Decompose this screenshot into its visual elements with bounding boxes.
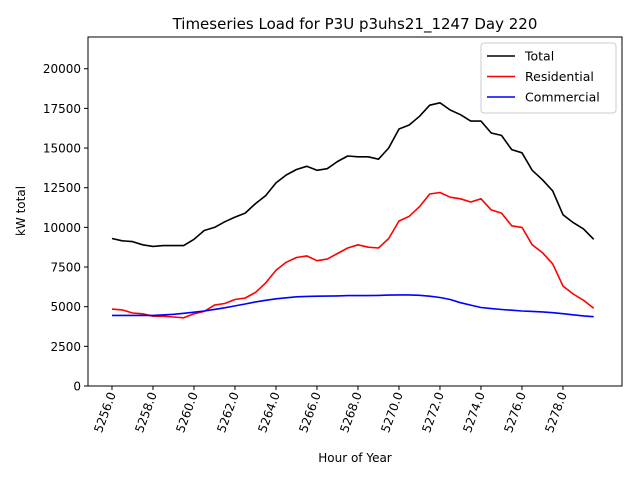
x-tick-label: 5266.0 <box>296 390 324 434</box>
x-axis: 5256.0 5258.0 5260.0 5262.0 5264.0 5266.0 5268… <box>91 386 570 434</box>
legend-label-residential: Residential <box>525 69 594 84</box>
x-tick-label: 5258.0 <box>132 390 160 434</box>
y-axis: 0 2500 5000 7500 10000 12500 15000 17500 20000 <box>43 62 88 394</box>
axes-frame <box>87 36 623 387</box>
chart-title: Timeseries Load for P3U p3uhs21_1247 Day… <box>172 15 538 34</box>
y-axis-label: kW total <box>14 186 28 236</box>
legend: Total Residential Commercial <box>480 42 617 114</box>
y-tick-label: 20000 <box>43 62 81 76</box>
plot-area <box>111 102 595 319</box>
series-line-total <box>111 102 595 248</box>
x-tick-label: 5256.0 <box>91 390 119 434</box>
legend-box <box>480 42 617 114</box>
x-tick-label: 5260.0 <box>173 390 201 434</box>
y-tick-label: 7500 <box>50 261 81 275</box>
legend-label-commercial: Commercial <box>525 90 600 105</box>
y-tick-label: 15000 <box>43 142 81 156</box>
x-tick-label: 5274.0 <box>460 390 488 434</box>
series-line-residential <box>111 191 595 319</box>
y-tick-label: 5000 <box>50 300 81 314</box>
y-tick-label: 17500 <box>43 102 81 116</box>
y-tick-label: 2500 <box>50 340 81 354</box>
y-tick-label: 12500 <box>43 181 81 195</box>
x-tick-label: 5264.0 <box>255 390 283 434</box>
x-tick-label: 5276.0 <box>501 390 529 434</box>
x-tick-label: 5268.0 <box>337 390 365 434</box>
x-tick-label: 5262.0 <box>214 390 242 434</box>
y-tick-label: 10000 <box>43 221 81 235</box>
series-line-commercial <box>112 294 594 318</box>
x-axis-label: Hour of Year <box>318 451 392 465</box>
x-tick-label: 5272.0 <box>419 390 447 434</box>
legend-label-total: Total <box>524 49 554 64</box>
x-tick-label: 5270.0 <box>378 390 406 434</box>
y-tick-label: 0 <box>73 380 81 394</box>
x-tick-label: 5278.0 <box>542 390 570 434</box>
